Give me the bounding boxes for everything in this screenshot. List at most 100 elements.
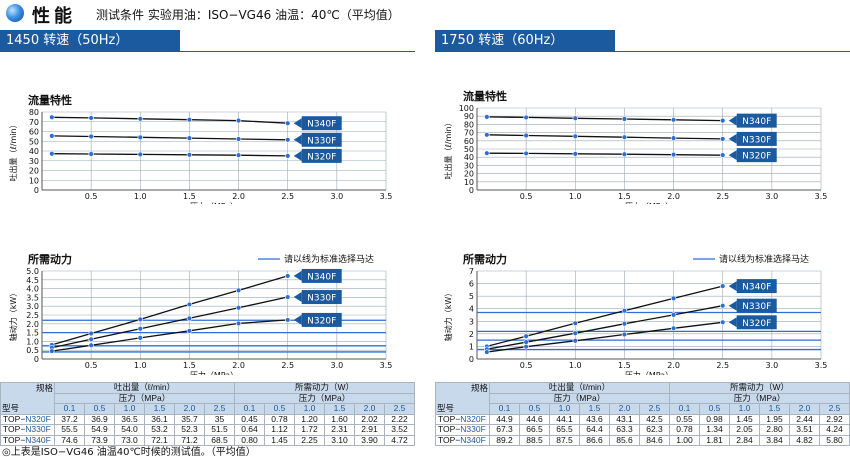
bullet-icon — [6, 4, 24, 22]
y-tick-label: 0 — [469, 186, 474, 195]
data-point — [88, 342, 94, 348]
corner-cell — [435, 393, 490, 404]
y-tick-label: 100 — [459, 104, 474, 113]
series-label-box — [736, 298, 777, 313]
x-tick-label: 1.0 — [134, 192, 147, 201]
data-point — [523, 150, 529, 157]
pressure-col-header: 0.5 — [264, 403, 295, 415]
data-point — [572, 320, 578, 326]
x-tick-label: 2.5 — [716, 361, 729, 370]
model-prefix: TOP− — [3, 434, 26, 445]
page-title: 性能 — [32, 6, 76, 27]
data-point — [235, 152, 242, 158]
data-point — [235, 305, 242, 311]
y-tick-label: 80 — [464, 120, 474, 129]
x-tick-label: 2.0 — [232, 192, 245, 201]
y-axis-label: 轴动力（kW） — [8, 289, 18, 342]
series-label: N330F — [742, 135, 771, 145]
data-point — [621, 321, 628, 327]
power-value: 3.10 — [324, 434, 355, 446]
flow-value: 88.5 — [519, 434, 550, 446]
flow-value: 89.2 — [489, 434, 520, 446]
data-point — [484, 114, 490, 120]
series-line-n320f — [486, 321, 723, 353]
y-tick-label: 20 — [464, 170, 474, 179]
pressure-label: 压力（MPa） — [234, 392, 415, 404]
series-label-box — [301, 268, 342, 283]
x-tick-label: 3.5 — [380, 361, 393, 370]
series-label-pointer — [293, 150, 302, 161]
power-value: 0.45 — [234, 413, 265, 425]
power-value: 4.24 — [819, 424, 850, 436]
y-tick-label: 6 — [469, 280, 474, 289]
data-point — [186, 315, 193, 322]
model-cell: TOP−N320F — [0, 413, 55, 425]
data-point — [523, 339, 529, 345]
table-header-row: 压力（MPa） 压力（MPa） — [435, 392, 850, 404]
data-point — [670, 312, 677, 318]
pressure-label: 压力（MPa） — [54, 392, 235, 404]
data-point — [285, 120, 291, 126]
pressure-col-header: 0.1 — [54, 403, 85, 415]
x-tick-label: 1.5 — [183, 361, 196, 370]
table-header-row: 规格 吐出量（ℓ/min） 所需动力（W） — [0, 382, 415, 394]
flow-value: 51.5 — [204, 424, 235, 436]
y-tick-label: 10 — [29, 176, 39, 185]
pressure-col-header: 0.5 — [519, 403, 550, 415]
x-axis-label: 压力（MPa） — [625, 201, 673, 204]
panel-50hz: 1450 转速（50Hz） 流量特性 0 10 20 30 40 50 60 70 80 0.5 1.… — [0, 30, 415, 446]
power-value: 1.45 — [264, 434, 295, 446]
legend-text: 请以线为标准选择马达 — [284, 253, 374, 265]
data-point — [186, 328, 193, 334]
spec-table-50hz: 规格 吐出量（ℓ/min） 所需动力（W） 压力（MPa） 压力（MPa） 型号 0.1 0.… — [0, 382, 415, 446]
data-point — [285, 273, 291, 279]
data-point — [484, 150, 490, 156]
table-row: TOP−N340F 74.6 73.9 73.0 72.1 71.2 68.5 0.80 1.4… — [0, 434, 415, 446]
x-tick-label: 0.5 — [520, 361, 533, 370]
series-line-n340f — [486, 116, 723, 122]
power-value: 0.78 — [669, 424, 700, 436]
x-tick-label: 1.0 — [569, 192, 582, 201]
table-header-row: 压力（MPa） 压力（MPa） — [0, 392, 415, 404]
data-point — [720, 283, 726, 289]
y-tick-label: 1.5 — [26, 329, 39, 338]
data-point — [523, 343, 529, 350]
pressure-col-header: 1.0 — [729, 403, 760, 415]
pressure-label: 压力（MPa） — [489, 392, 670, 404]
series-label: N330F — [742, 302, 771, 312]
data-point — [484, 349, 490, 355]
pressure-label: 压力（MPa） — [669, 392, 850, 404]
series-label-box — [736, 131, 777, 146]
model-prefix: TOP− — [3, 424, 26, 435]
series-label-pointer — [728, 281, 737, 292]
series-label: N330F — [307, 294, 336, 304]
model-name: N320F — [460, 413, 486, 424]
series-label: N340F — [307, 120, 336, 130]
flow-value: 54.9 — [84, 424, 115, 436]
power-value: 2.22 — [384, 413, 415, 425]
y-tick-label: 90 — [464, 112, 474, 121]
power-value: 2.80 — [759, 424, 790, 436]
power-value: 3.52 — [384, 424, 415, 436]
series-label-box — [736, 279, 777, 294]
footnote: ◎上表是ISO−VG46 油温40℃时候的测试值。（平均值） — [2, 447, 256, 457]
table-row: TOP−N340F 89.2 88.5 87.5 86.6 85.6 84.6 1.00 1.8… — [435, 434, 850, 446]
data-point — [88, 151, 94, 157]
y-tick-label: 60 — [29, 128, 39, 137]
y-tick-label: 7 — [469, 267, 474, 276]
power-chart-title: 所需动力 — [463, 252, 507, 266]
series-label: N340F — [307, 272, 336, 282]
pressure-col-header: 1.0 — [294, 403, 325, 415]
series-label-box — [301, 290, 342, 305]
data-point — [186, 135, 193, 141]
y-tick-label: 30 — [29, 157, 39, 166]
table-row: TOP−N320F 37.2 36.9 36.5 36.1 35.7 35 0.45 0.78 1… — [0, 413, 415, 425]
data-point — [621, 134, 628, 140]
data-point — [670, 151, 677, 158]
pressure-col-header: 0.1 — [489, 403, 520, 415]
x-tick-label: 2.5 — [281, 192, 294, 201]
power-value: 2.02 — [354, 413, 385, 425]
x-tick-label: 2.0 — [232, 361, 245, 370]
flow-value: 87.5 — [549, 434, 580, 446]
data-point — [137, 134, 143, 141]
